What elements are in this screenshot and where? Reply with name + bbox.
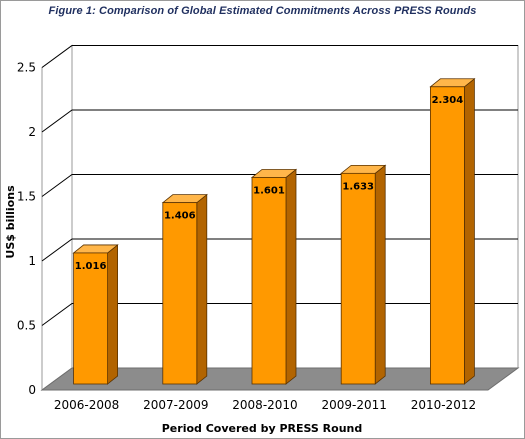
bar-side [196, 193, 208, 385]
chart-title: Figure 1: Comparison of Global Estimated… [48, 5, 477, 17]
bar-side [463, 77, 475, 385]
bar: 2.304 [429, 77, 476, 385]
data-label: 1.406 [164, 211, 196, 222]
x-axis-label: Period Covered by PRESS Round [162, 422, 363, 435]
bar: 1.601 [250, 168, 298, 385]
bar-side [107, 244, 118, 385]
bar-front [162, 202, 198, 385]
data-label: 1.633 [342, 181, 374, 192]
bar: 1.406 [161, 193, 208, 385]
data-label: 1.601 [253, 185, 285, 196]
x-tick-label: 2006-2008 [54, 398, 119, 412]
x-tick-label: 2009-2011 [321, 398, 386, 412]
bar-front [251, 177, 287, 385]
x-tick-label: 2010-2012 [411, 398, 476, 412]
bar-side [374, 164, 386, 385]
side-wall [41, 44, 73, 391]
bar-front [73, 252, 108, 385]
bar-side [285, 168, 297, 385]
x-tick-labels: 2006-2008 2007-2009 2008-2010 2009-2011 2010… [54, 398, 476, 412]
bar: 1.633 [340, 164, 387, 385]
bar-front [429, 86, 465, 385]
y-tick-labels: 0 0.5 1 1.5 2 2.5 [17, 61, 36, 398]
y-tick-label: 0.5 [17, 319, 36, 333]
data-label: 1.016 [75, 261, 107, 272]
x-tick-label: 2007-2009 [143, 398, 208, 412]
y-tick-label: 1.5 [17, 190, 36, 204]
y-tick-label: 0 [28, 383, 36, 397]
y-axis-label: US$ billions [4, 185, 17, 259]
bar-front [340, 172, 376, 385]
bars: 1.016 1.406 1.601 1.633 2.304 [72, 77, 476, 385]
y-tick-label: 1 [28, 254, 36, 268]
y-tick-label: 2.5 [17, 61, 36, 75]
x-tick-label: 2008-2010 [232, 398, 297, 412]
gridline [41, 109, 518, 133]
data-label: 2.304 [432, 95, 464, 106]
y-tick-label: 2 [28, 125, 36, 139]
bar: 1.016 [72, 244, 119, 385]
gridline [41, 45, 518, 68]
